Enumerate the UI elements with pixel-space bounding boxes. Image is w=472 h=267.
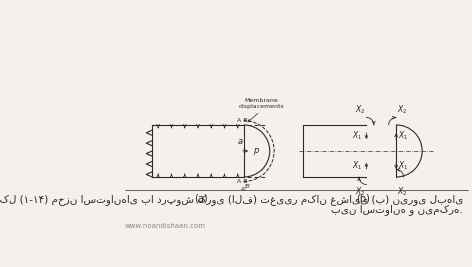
Text: B': B' [244,184,251,190]
Text: $X_1$: $X_1$ [352,130,362,142]
Text: بین استوانه و نیمکره.: بین استوانه و نیمکره. [331,205,463,215]
Text: شکل (۱-۱۴) مخزن استوانهای با درپوش کروی (الف) تغییر مکان غشایی (ب) نیروی لبهای: شکل (۱-۱۴) مخزن استوانهای با درپوش کروی … [0,194,463,205]
Text: A': A' [241,187,247,193]
Text: (b): (b) [356,193,370,203]
Text: $X_2$: $X_2$ [355,104,366,116]
Text: $X_1$: $X_1$ [352,160,362,172]
Text: Membrane
displacements: Membrane displacements [239,98,285,109]
Text: $X_1$: $X_1$ [398,160,409,172]
Text: A B: A B [237,179,247,184]
Text: www.noandishaan.com: www.noandishaan.com [125,223,206,229]
Text: $X_2$: $X_2$ [355,186,366,198]
Text: $X_2$: $X_2$ [397,104,407,116]
Text: A B: A B [237,118,247,123]
Text: (a): (a) [194,193,208,203]
Text: p: p [253,147,258,155]
Text: a: a [237,137,243,146]
Text: $X_1$: $X_1$ [398,130,409,142]
Text: $X_2$: $X_2$ [397,186,407,198]
